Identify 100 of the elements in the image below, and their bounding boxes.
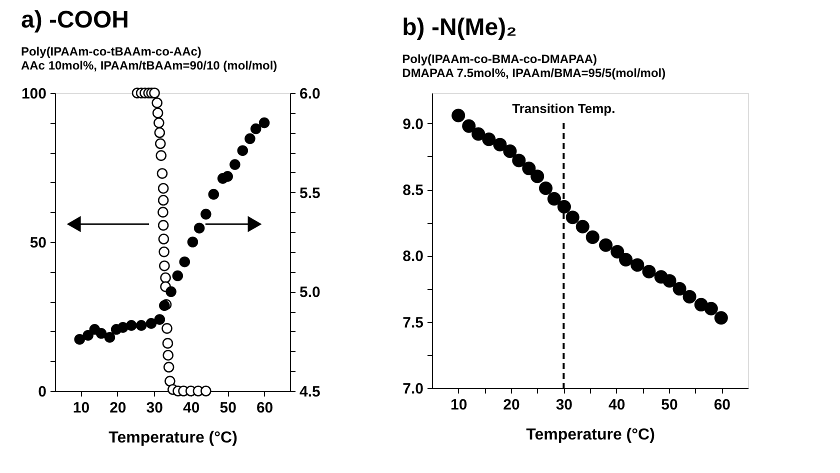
point	[586, 230, 600, 244]
y-tick-label: 7.0	[402, 380, 424, 398]
chart-title: b) -N(Me)₂	[402, 14, 517, 41]
point	[172, 270, 184, 282]
x-tick-label: 10	[72, 400, 90, 416]
y2-tick-label: 6.0	[300, 86, 320, 102]
point	[146, 318, 157, 329]
point	[158, 220, 169, 231]
y-tick-label: 8.0	[402, 248, 424, 266]
point	[237, 145, 248, 156]
x-axis-title: Temperature (°C)	[526, 426, 655, 444]
point	[162, 350, 174, 361]
point	[512, 154, 526, 168]
point	[538, 181, 553, 196]
chart-title: a) -COOH	[20, 6, 129, 34]
point	[258, 117, 270, 128]
point	[200, 208, 212, 220]
x-tick-label: 40	[608, 396, 626, 414]
point	[250, 123, 262, 134]
chart-subtitle: Poly(IPAAm-co-tBAAm-co-AAc) AAc 10mol%, IPAAm/tBAAm=90/10 (mol/mol)	[20, 44, 278, 73]
point	[694, 298, 708, 312]
point	[462, 119, 476, 133]
x-tick-label: 10	[450, 396, 468, 414]
point	[672, 282, 686, 296]
point	[194, 222, 205, 234]
point	[154, 314, 166, 325]
x-tick-label: 50	[220, 400, 236, 416]
point	[149, 88, 160, 98]
y-tick-label: 50	[30, 234, 46, 252]
point	[557, 200, 571, 214]
x-tick-label: 20	[110, 400, 126, 416]
x-tick-label: 30	[146, 400, 163, 416]
point	[154, 117, 164, 128]
point	[547, 192, 561, 206]
y-tick-label: 8.5	[402, 182, 424, 200]
point	[104, 332, 116, 343]
y-tick-label: 9.0	[402, 116, 424, 133]
point	[136, 320, 147, 331]
point	[152, 97, 162, 108]
point	[642, 264, 656, 278]
point	[164, 376, 176, 387]
point	[156, 168, 168, 179]
ref-line-label: Transition Temp.	[512, 101, 616, 116]
point	[154, 127, 166, 138]
point	[599, 238, 613, 252]
point	[682, 290, 696, 304]
point	[152, 108, 164, 118]
y-tick-label: 0	[38, 384, 46, 400]
point	[619, 252, 633, 266]
point	[610, 244, 624, 259]
point	[156, 150, 167, 161]
x-tick-label: 50	[661, 396, 678, 414]
y2-tick-label: 5.5	[300, 184, 320, 202]
point	[179, 256, 190, 268]
y-tick-label: 7.5	[402, 314, 424, 332]
point	[162, 338, 174, 349]
point	[158, 246, 170, 258]
y-tick-label: 100	[21, 86, 46, 102]
point	[160, 272, 171, 284]
point	[576, 220, 590, 234]
point	[158, 234, 170, 244]
point	[714, 311, 728, 325]
x-tick-label: 60	[714, 396, 731, 414]
point	[166, 286, 176, 298]
point	[222, 171, 233, 182]
point	[662, 274, 676, 288]
point	[162, 323, 172, 334]
point	[158, 182, 169, 194]
point	[630, 258, 644, 272]
point	[159, 260, 170, 272]
point	[163, 362, 174, 373]
point	[118, 322, 128, 333]
point	[503, 144, 517, 158]
point	[74, 334, 85, 345]
point	[704, 302, 718, 316]
point	[566, 210, 580, 224]
point	[482, 132, 496, 146]
point	[126, 320, 137, 331]
point	[158, 206, 168, 218]
point	[230, 159, 240, 170]
point	[200, 386, 212, 396]
chart-subtitle: Poly(IPAAm-co-BMA-co-DMAPAA) DMAPAA 7.5mol%, IPAAm/BMA=95/5(mol/mol)	[402, 52, 666, 80]
point	[96, 328, 107, 339]
point	[208, 188, 220, 200]
x-tick-label: 60	[256, 400, 274, 416]
x-tick-label: 30	[556, 396, 573, 414]
y2-tick-label: 5.0	[300, 284, 320, 302]
point	[187, 236, 198, 248]
point	[472, 127, 486, 141]
point	[530, 170, 544, 184]
point	[154, 138, 166, 150]
point	[244, 133, 256, 144]
x-tick-label: 20	[503, 396, 520, 414]
point	[82, 330, 94, 341]
x-axis-title: Temperature (°C)	[108, 430, 238, 446]
point	[522, 162, 536, 176]
x-tick-label: 40	[183, 400, 200, 416]
point	[158, 194, 169, 206]
point	[493, 138, 507, 152]
y2-tick-label: 4.5	[300, 384, 320, 400]
